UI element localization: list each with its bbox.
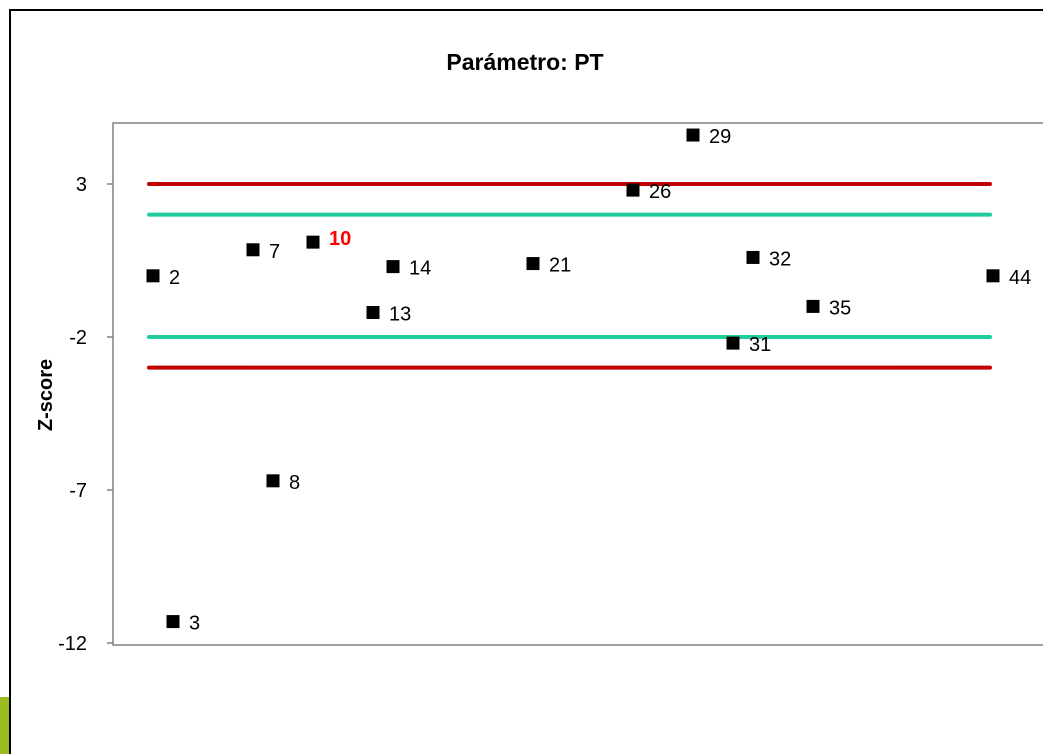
accent-bar bbox=[0, 697, 9, 754]
data-point bbox=[726, 336, 740, 350]
data-point bbox=[306, 235, 320, 249]
point-label: 29 bbox=[709, 126, 731, 148]
y-tick-label: -7 bbox=[69, 480, 87, 502]
data-point bbox=[366, 306, 380, 320]
point-label: 8 bbox=[289, 472, 300, 494]
data-point bbox=[246, 243, 260, 257]
point-label: 2 bbox=[169, 267, 180, 289]
point-label: 35 bbox=[829, 297, 851, 319]
y-axis-label: Z-score bbox=[35, 359, 57, 431]
data-point bbox=[806, 299, 820, 313]
point-label: 21 bbox=[549, 255, 571, 277]
y-tick-label: -12 bbox=[58, 633, 87, 655]
point-label: 13 bbox=[389, 304, 411, 326]
point-label: 3 bbox=[189, 613, 200, 635]
point-label: 26 bbox=[649, 181, 671, 203]
slide-frame bbox=[9, 9, 1043, 754]
chart-title: Parámetro: PT bbox=[446, 49, 603, 75]
data-point bbox=[686, 128, 700, 142]
point-label: 32 bbox=[769, 248, 791, 270]
point-label: 7 bbox=[269, 241, 280, 263]
data-point bbox=[266, 474, 280, 488]
data-point bbox=[746, 250, 760, 264]
y-tick-label: 3 bbox=[76, 174, 87, 196]
data-point bbox=[526, 257, 540, 271]
data-point bbox=[626, 183, 640, 197]
plot-border bbox=[112, 122, 1043, 646]
point-label: 10 bbox=[329, 228, 351, 250]
point-label: 14 bbox=[409, 258, 431, 280]
data-point bbox=[986, 269, 1000, 283]
y-tick-label: -2 bbox=[69, 327, 87, 349]
data-point bbox=[386, 260, 400, 274]
point-label: 31 bbox=[749, 334, 771, 356]
plot-area: 3 -2 -7 -12 2 3 7 8 10 13 14 21 26 29 31 32 35 44 bbox=[58, 122, 1043, 655]
point-label: 44 bbox=[1009, 267, 1031, 289]
data-point bbox=[146, 269, 160, 283]
data-point bbox=[166, 615, 180, 629]
